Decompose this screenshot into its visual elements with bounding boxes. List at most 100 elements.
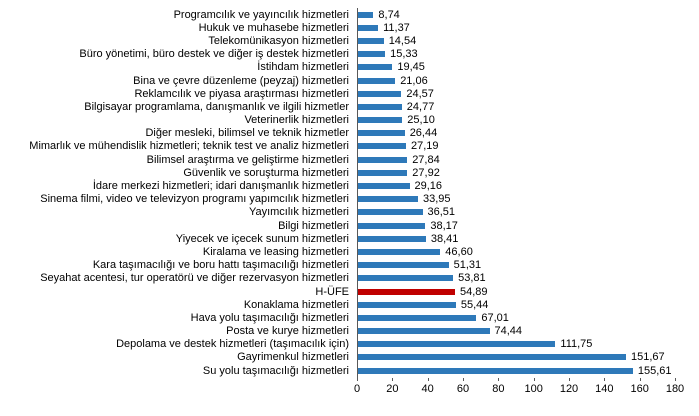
value-label: 38,41 — [430, 232, 459, 245]
value-label: 19,45 — [397, 61, 425, 74]
axis-tick — [498, 378, 500, 381]
category-label: Kiralama ve leasing hizmetleri — [0, 246, 357, 258]
category-label-text: Programcılık ve yayıncılık hizmetleri — [173, 8, 349, 21]
bar-row: Mimarlık ve mühendislik hizmetleri; tekn… — [0, 140, 699, 153]
category-label-text: Hukuk ve muhasebe hizmetleri — [198, 21, 349, 34]
category-label: Hukuk ve muhasebe hizmetleri — [0, 22, 357, 34]
highlight-bar — [358, 288, 455, 295]
value-label: 67,01 — [481, 311, 509, 324]
bar-track: 27,84 — [357, 153, 699, 166]
data-bar — [358, 222, 426, 229]
bar-track: 51,31 — [357, 259, 699, 272]
bar-track: 26,44 — [357, 127, 699, 140]
category-label-text: Bilgi hizmetleri — [278, 219, 349, 232]
value-label: 38,17 — [430, 219, 458, 232]
category-label-text: Bilgisayar programlama, danışmanlık ve i… — [84, 100, 349, 113]
category-label-text: Sinema filmi, video ve televizyon progra… — [40, 193, 349, 206]
category-label-text: Gayrimenkul hizmetleri — [237, 351, 349, 364]
bar-track: 29,16 — [357, 179, 699, 192]
category-label-text: Posta ve kurye hizmetleri — [226, 325, 349, 338]
bar-row: Posta ve kurye hizmetleri 74,44 — [0, 325, 699, 338]
axis-tick-label: 100 — [524, 383, 543, 395]
bar-track: 74,44 — [357, 325, 699, 338]
value-label: 27,84 — [412, 153, 440, 166]
value-label: 24,77 — [406, 100, 435, 113]
data-bar — [358, 301, 456, 308]
category-label-text: Diğer mesleki, bilimsel ve teknik hizmet… — [145, 127, 349, 140]
category-label-text: Kiralama ve leasing hizmetleri — [202, 245, 349, 258]
bar-row: Su yolu taşımacılığı hizmetleri 155,61 — [0, 364, 699, 377]
axis-tick — [427, 378, 429, 381]
axis-tick — [463, 378, 464, 381]
value-label: 36,51 — [427, 206, 456, 219]
bar-track: 15,33 — [357, 48, 699, 61]
bar-track: 111,75 — [357, 338, 699, 351]
data-bar — [358, 156, 408, 163]
bar-row: Seyahat acentesi, tur operatörü ve diğer… — [0, 272, 699, 285]
axis-tick-label: 120 — [559, 383, 579, 395]
bar-track: 27,19 — [357, 140, 699, 153]
data-bar — [358, 64, 393, 71]
axis-tick — [604, 378, 606, 381]
bar-track: 54,89 — [357, 285, 699, 298]
bar-row: Bilimsel araştırma ve geliştirme hizmetl… — [0, 153, 699, 166]
data-bar — [358, 235, 426, 242]
data-bar — [358, 328, 490, 335]
bar-track: 19,45 — [357, 61, 699, 74]
category-label-text: Konaklama hizmetleri — [243, 298, 349, 311]
bar-row: Gayrimenkul hizmetleri 151,67 — [0, 351, 699, 364]
data-bar — [358, 367, 633, 374]
data-bar — [358, 248, 441, 255]
category-label: Reklamcılık ve piyasa araştırması hizmet… — [0, 88, 357, 100]
category-label: İdare merkezi hizmetleri; idari danışman… — [0, 180, 357, 192]
bar-row: Diğer mesleki, bilimsel ve teknik hizmet… — [0, 127, 699, 140]
bar-row: Reklamcılık ve piyasa araştırması hizmet… — [0, 87, 699, 100]
data-bar — [358, 37, 384, 44]
bar-row: Kara taşımacılığı ve boru hattı taşımacı… — [0, 259, 699, 272]
data-bar — [358, 169, 408, 176]
axis-tick-label: 80 — [492, 383, 505, 395]
bar-row: Telekomünikasyon hizmetleri 14,54 — [0, 34, 699, 47]
data-bar — [358, 143, 406, 150]
category-label-text: Bina ve çevre düzenleme (peyzaj) hizmetl… — [133, 74, 349, 87]
axis-tick — [392, 378, 394, 381]
bar-row: Sinema filmi, video ve televizyon progra… — [0, 193, 699, 206]
value-label: 111,75 — [560, 338, 593, 351]
category-label: Yayımcılık hizmetleri — [0, 206, 357, 218]
category-label-text: Bilimsel araştırma ve geliştirme hizmetl… — [146, 153, 349, 166]
bar-row: Kiralama ve leasing hizmetleri 46,60 — [0, 245, 699, 258]
axis-tick-label: 140 — [595, 383, 614, 395]
category-label: Güvenlik ve soruşturma hizmetleri — [0, 167, 357, 179]
axis-tick — [639, 378, 641, 381]
value-label: 74,44 — [494, 325, 523, 338]
data-bar — [358, 51, 386, 58]
value-label: 24,57 — [406, 87, 434, 100]
category-label-text: Yayımcılık hizmetleri — [248, 206, 349, 219]
data-bar — [358, 354, 626, 361]
category-label: Hava yolu taşımacılığı hizmetleri — [0, 312, 357, 324]
category-label: Diğer mesleki, bilimsel ve teknik hizmet… — [0, 127, 357, 139]
category-label: Mimarlık ve mühendislik hizmetleri; tekn… — [0, 140, 357, 152]
data-bar — [358, 341, 556, 348]
category-label-text: Yiyecek ve içecek sunum hizmetleri — [175, 232, 349, 245]
category-label: Bilgi hizmetleri — [0, 220, 357, 232]
data-bar — [358, 209, 423, 216]
value-label: 29,16 — [414, 180, 443, 193]
bar-row: Konaklama hizmetleri 55,44 — [0, 298, 699, 311]
category-label: Büro yönetimi, büro destek ve diğer iş d… — [0, 48, 357, 60]
bar-track: 155,61 — [357, 364, 699, 377]
category-label-text: İdare merkezi hizmetleri; idari danışman… — [92, 180, 349, 193]
bar-row: Güvenlik ve soruşturma hizmetleri 27,92 — [0, 166, 699, 179]
axis-tick-label: 0 — [353, 383, 361, 395]
bar-row: Bilgisayar programlama, danışmanlık ve i… — [0, 100, 699, 113]
category-label: Depolama ve destek hizmetleri (taşımacıl… — [0, 338, 357, 350]
data-bar — [358, 262, 449, 269]
value-label: 53,81 — [458, 272, 486, 285]
category-label: Su yolu taşımacılığı hizmetleri — [0, 365, 357, 377]
axis-tick — [675, 378, 676, 381]
bar-row: Büro yönetimi, büro destek ve diğer iş d… — [0, 48, 699, 61]
axis-tick-label: 20 — [386, 383, 399, 395]
axis-tick — [357, 378, 358, 381]
category-label: Bina ve çevre düzenleme (peyzaj) hizmetl… — [0, 75, 357, 87]
data-bar — [358, 77, 396, 84]
